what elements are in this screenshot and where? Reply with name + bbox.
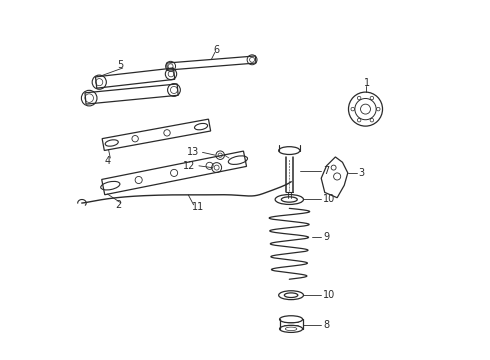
Text: 10: 10 (323, 290, 335, 300)
Text: 13: 13 (187, 147, 199, 157)
Text: 7: 7 (323, 166, 329, 176)
Text: 10: 10 (323, 194, 335, 204)
Text: 2: 2 (116, 201, 122, 210)
Text: 3: 3 (358, 168, 365, 178)
Text: 6: 6 (213, 45, 219, 55)
Text: 5: 5 (118, 60, 123, 70)
Text: 1: 1 (364, 77, 370, 87)
Text: 12: 12 (183, 161, 196, 171)
Text: 9: 9 (323, 232, 329, 242)
Text: 8: 8 (323, 320, 329, 330)
Text: 11: 11 (192, 202, 204, 212)
Text: 4: 4 (105, 156, 111, 166)
